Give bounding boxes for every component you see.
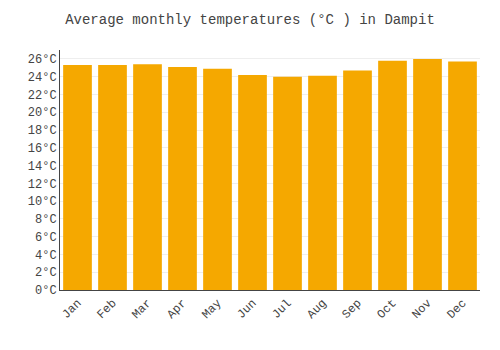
svg-text:2°C: 2°C	[35, 266, 57, 280]
svg-text:Jul: Jul	[269, 297, 294, 322]
svg-text:0°C: 0°C	[35, 284, 57, 298]
svg-text:Feb: Feb	[94, 297, 119, 322]
svg-text:Apr: Apr	[164, 297, 189, 322]
svg-text:May: May	[199, 297, 224, 322]
svg-text:18°C: 18°C	[28, 124, 57, 138]
svg-text:14°C: 14°C	[28, 160, 57, 174]
svg-text:Dec: Dec	[444, 297, 469, 322]
svg-text:10°C: 10°C	[28, 195, 57, 209]
svg-text:24°C: 24°C	[28, 71, 57, 85]
svg-text:16°C: 16°C	[28, 142, 57, 156]
svg-text:4°C: 4°C	[35, 249, 57, 263]
svg-text:12°C: 12°C	[28, 178, 57, 192]
svg-text:Average monthly temperatures (: Average monthly temperatures (°C ) in Da…	[65, 12, 435, 28]
svg-text:Oct: Oct	[374, 297, 399, 322]
svg-text:Nov: Nov	[409, 297, 434, 322]
svg-text:Sep: Sep	[339, 297, 364, 322]
svg-text:8°C: 8°C	[35, 213, 57, 227]
svg-text:22°C: 22°C	[28, 89, 57, 103]
svg-text:Jun: Jun	[234, 297, 259, 322]
svg-text:Aug: Aug	[304, 297, 329, 322]
svg-text:6°C: 6°C	[35, 231, 57, 245]
svg-text:20°C: 20°C	[28, 106, 57, 120]
svg-text:Mar: Mar	[129, 297, 154, 322]
svg-text:26°C: 26°C	[28, 53, 57, 67]
svg-text:Jan: Jan	[59, 297, 84, 322]
